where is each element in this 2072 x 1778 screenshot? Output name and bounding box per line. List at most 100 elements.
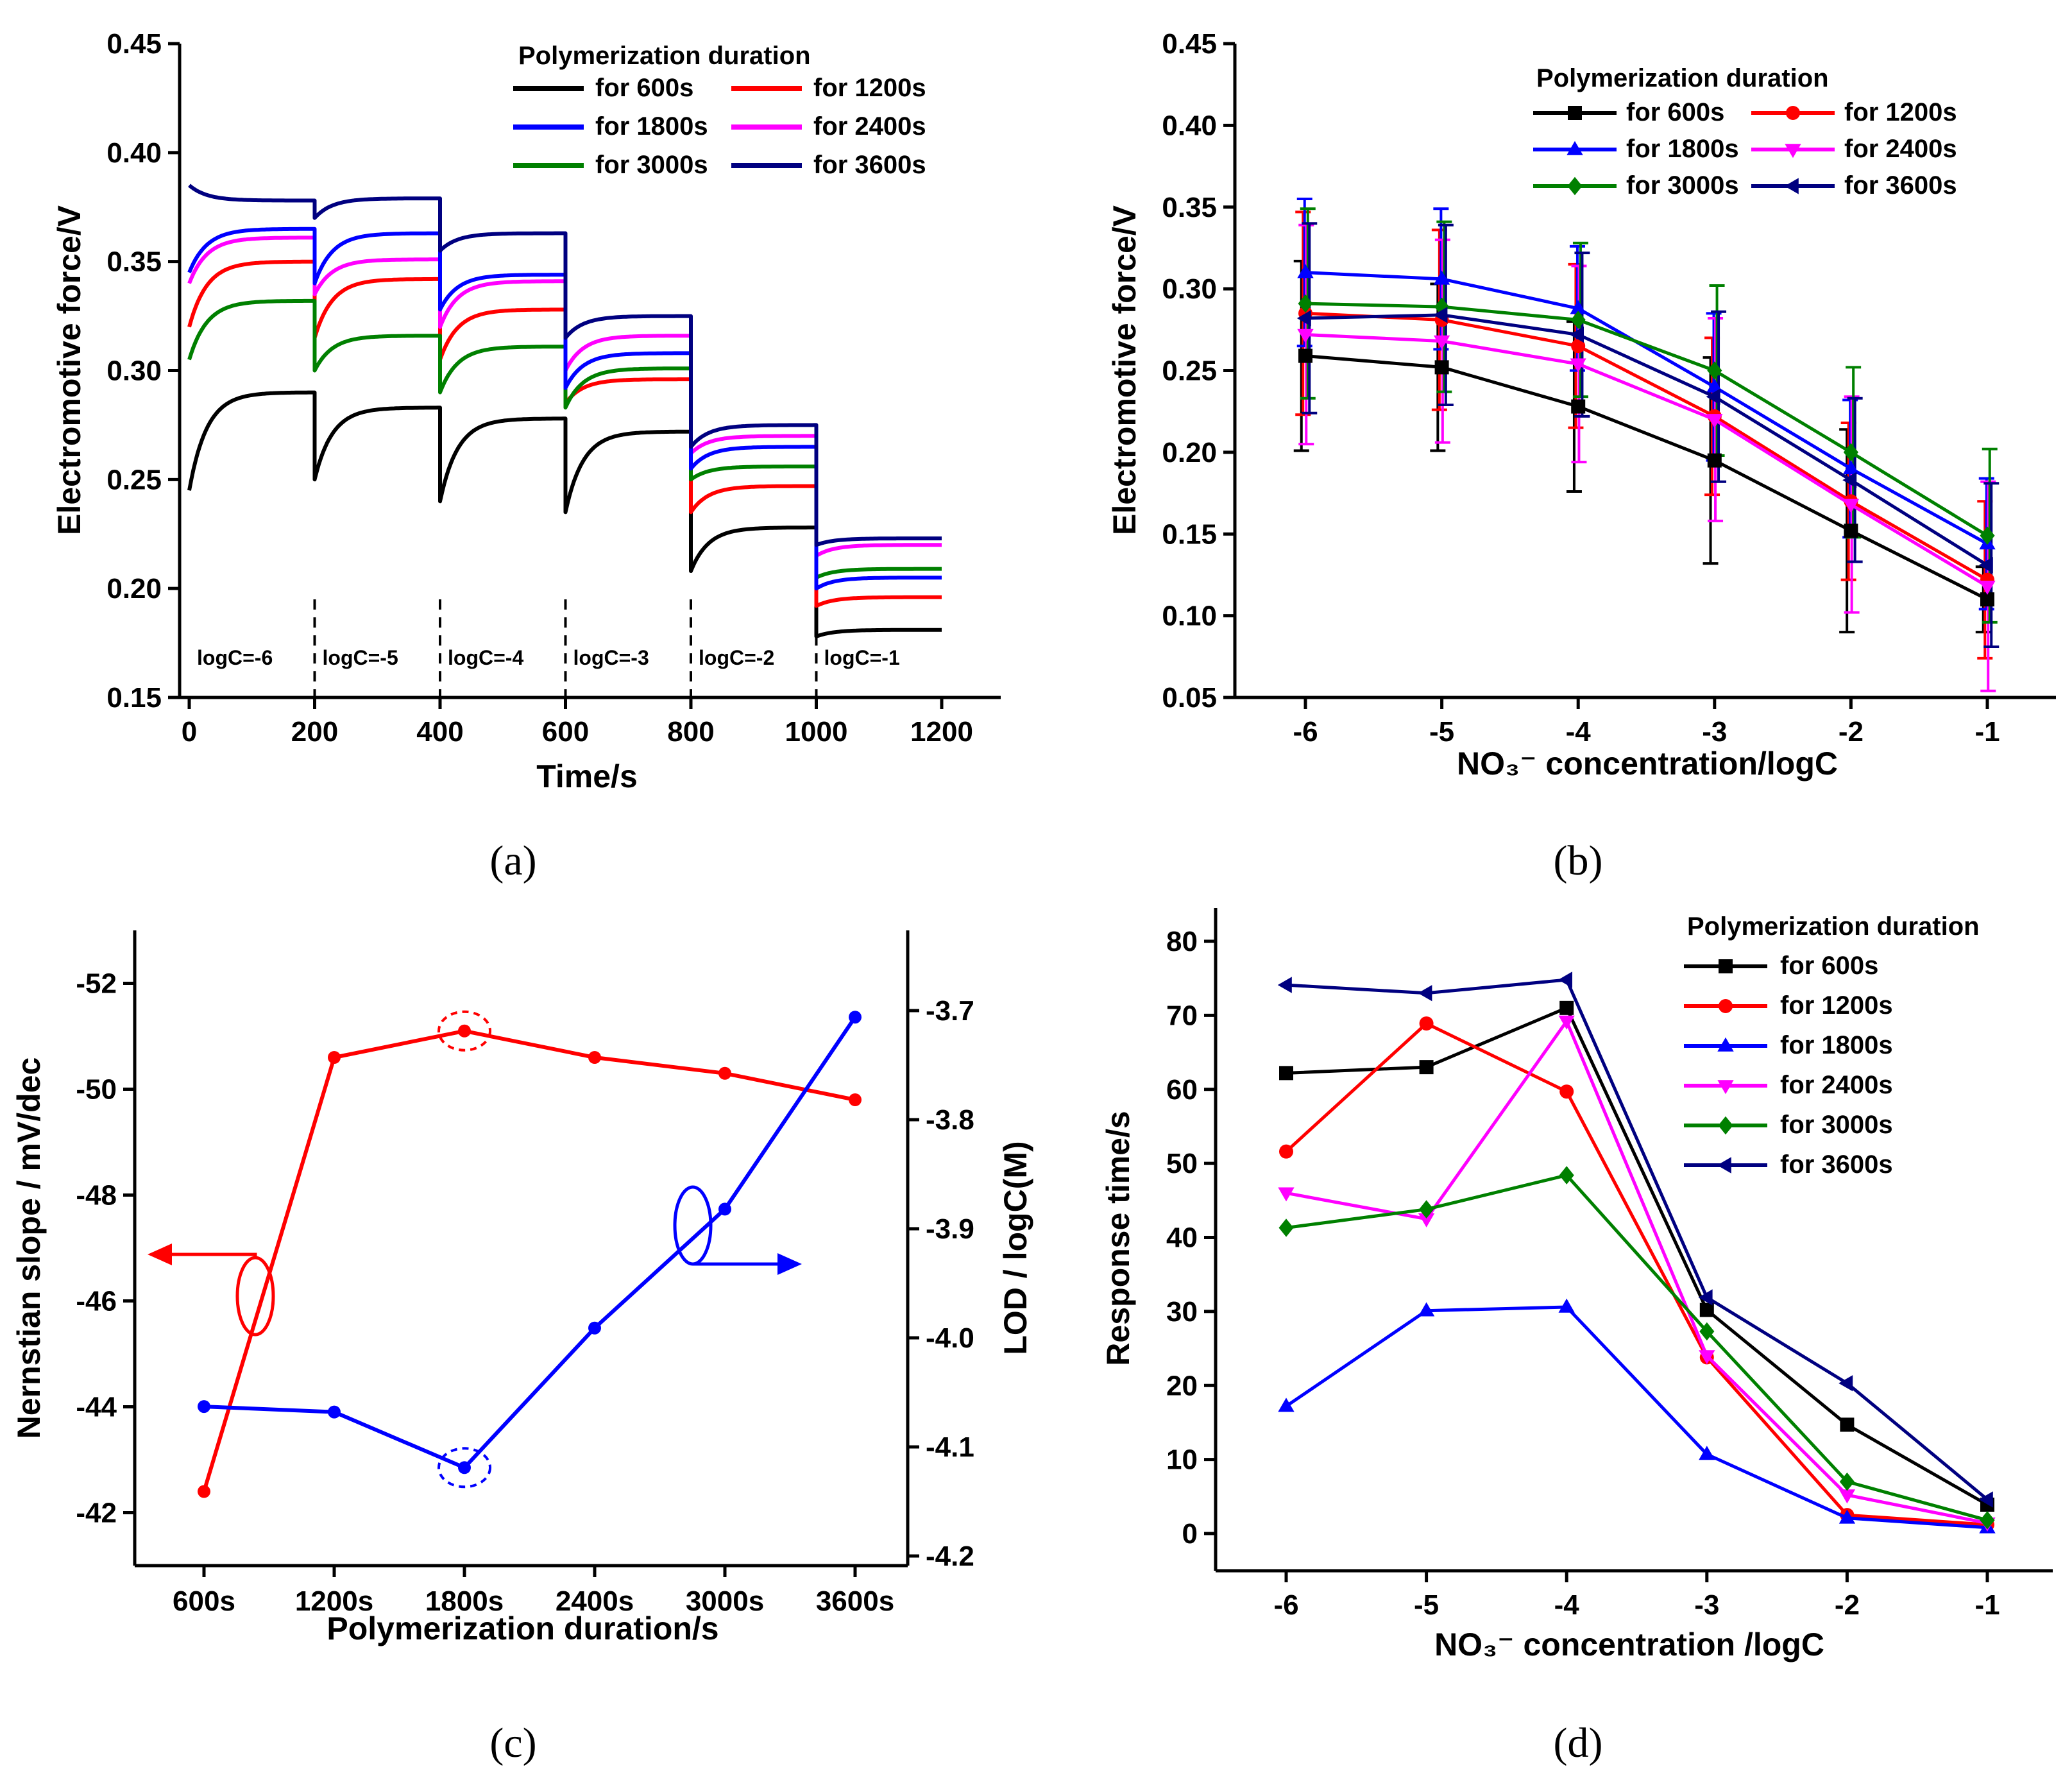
- data-point: [1571, 339, 1586, 354]
- x-tick-label: 1000: [785, 716, 848, 748]
- data-point: [1570, 358, 1586, 373]
- data-point: [1559, 1084, 1574, 1099]
- legend-marker: [1567, 141, 1583, 155]
- data-point: [1297, 264, 1314, 278]
- x-tick-label: 2400s: [556, 1586, 634, 1617]
- x-tick-label: 0: [182, 716, 197, 748]
- legend-marker: [1718, 1116, 1733, 1135]
- panel-b: -6 -5 -4 -3 -2 -1 0.05 0.10 0.15 0.20 0.25 0.30 0.35…: [1107, 28, 2056, 782]
- legend-marker: [1717, 1157, 1731, 1174]
- legend-label: for 600s: [1780, 952, 1878, 980]
- series-line: [1305, 302, 1989, 537]
- highlight-circle: [437, 1447, 491, 1489]
- x-tick-label: -1: [1974, 1589, 2000, 1621]
- x-tick-label: 400: [416, 716, 463, 748]
- legend-label: for 600s: [595, 74, 693, 102]
- y-tick-label: 0: [1182, 1518, 1198, 1550]
- legend-marker: [1786, 106, 1800, 120]
- y-axis-label: Electromotive force/V: [1107, 205, 1142, 535]
- panel-a: 0 200 400 600 800 1000 1200 0.15 0.20 0.25 0.30 0.3…: [51, 28, 1001, 794]
- x-tick-label: 3600s: [816, 1586, 894, 1617]
- data-point: [1980, 592, 1994, 607]
- data-point: [1558, 1298, 1575, 1313]
- y-tick-label: 0.10: [1162, 601, 1217, 632]
- segment-label: logC=-6: [197, 646, 273, 669]
- y-left-tick-label: -52: [76, 968, 117, 1000]
- series-line: [188, 184, 942, 547]
- data-point: [1279, 1066, 1293, 1081]
- legend-label: for 1200s: [1844, 98, 1957, 126]
- y-right-tick-label: -3.8: [926, 1104, 974, 1136]
- y-tick-label: 0.40: [1162, 110, 1217, 141]
- data-point: [1840, 1417, 1855, 1432]
- legend-label: for 2400s: [813, 112, 926, 141]
- data-point: [1297, 329, 1314, 343]
- y-tick-label: 10: [1166, 1444, 1198, 1476]
- segment-label: logC=-1: [824, 646, 900, 669]
- y-axis-label: Response time/s: [1100, 1111, 1136, 1365]
- panel-c: 600s 1200s 1800s 2400s 3000s 3600s -42 -44 -46 -4…: [11, 930, 1033, 1646]
- y-axis-label: Electromotive force/V: [51, 205, 87, 535]
- y-tick-label: 0.25: [106, 464, 162, 495]
- x-tick-label: -2: [1835, 1589, 1860, 1621]
- y-tick-label: 50: [1166, 1148, 1198, 1179]
- x-tick-label: -3: [1702, 716, 1727, 748]
- data-point: [1278, 1218, 1294, 1237]
- data-point: [1839, 1472, 1855, 1491]
- y-tick-label: 0.25: [1162, 355, 1217, 387]
- data-point: [1434, 360, 1449, 375]
- x-tick-label: -1: [1974, 716, 2000, 748]
- x-tick-label: 200: [291, 716, 338, 748]
- y-tick-label: 80: [1166, 926, 1198, 957]
- series-line: [1286, 1173, 1988, 1522]
- legend-label: for 1200s: [813, 74, 926, 102]
- y-tick-label: 0.20: [1162, 437, 1217, 468]
- axis-indicator-arrowhead: [777, 1253, 802, 1275]
- data-point: [849, 1011, 862, 1024]
- legend-label: for 1200s: [1780, 991, 1893, 1020]
- x-tick-label: 600: [542, 716, 589, 748]
- x-tick-label: 1800s: [425, 1586, 504, 1617]
- data-point: [1706, 414, 1723, 429]
- segment-label: logC=-2: [699, 646, 774, 669]
- x-axis-label: Time/s: [536, 758, 638, 794]
- data-point: [1842, 499, 1860, 513]
- data-point: [1418, 1302, 1435, 1317]
- data-point: [1838, 1509, 1856, 1524]
- data-point: [588, 1321, 601, 1335]
- data-point: [458, 1024, 471, 1038]
- x-tick-label: -3: [1694, 1589, 1719, 1621]
- data-point: [1570, 311, 1586, 329]
- series-line: [1305, 311, 1989, 581]
- data-point: [1706, 378, 1723, 393]
- axis-indicator-arrowhead: [148, 1244, 172, 1265]
- data-point: [328, 1405, 341, 1419]
- data-point: [328, 1051, 341, 1064]
- data-point: [1838, 1489, 1856, 1504]
- captions: (a) (b) (c) (d): [489, 837, 1602, 1766]
- legend-marker: [1568, 106, 1582, 120]
- panel-d: -6 -5 -4 -3 -2 -1 0 10 20 30 40 50 60 70 80 NO₃⁻ concen…: [1100, 908, 2053, 1663]
- y-left-tick-label: -44: [76, 1392, 117, 1423]
- segment-label: logC=-5: [323, 646, 398, 669]
- caption-b: (b): [1554, 837, 1603, 884]
- x-axis-label: NO₃⁻ concentration /logC: [1434, 1627, 1824, 1663]
- legend-title: Polymerization duration: [1536, 64, 1829, 92]
- x-tick-label: 600s: [173, 1586, 235, 1617]
- x-tick-label: 3000s: [686, 1586, 764, 1617]
- y-tick-label: 0.15: [106, 682, 162, 714]
- data-point: [198, 1400, 210, 1414]
- y-tick-label: 0.20: [106, 573, 162, 604]
- data-point: [1278, 1398, 1295, 1412]
- legend-label: for 3600s: [1780, 1150, 1893, 1179]
- y-tick-label: 0.35: [1162, 192, 1217, 223]
- series-line: [1285, 1305, 1988, 1530]
- data-point: [1978, 557, 1993, 574]
- data-point: [1570, 326, 1584, 343]
- legend-label: for 2400s: [1780, 1071, 1893, 1099]
- series-line: [203, 1016, 857, 1470]
- data-point: [1433, 335, 1450, 350]
- y-tick-label: 0.15: [1162, 518, 1217, 550]
- x-axis-label: NO₃⁻ concentration/logC: [1457, 746, 1838, 782]
